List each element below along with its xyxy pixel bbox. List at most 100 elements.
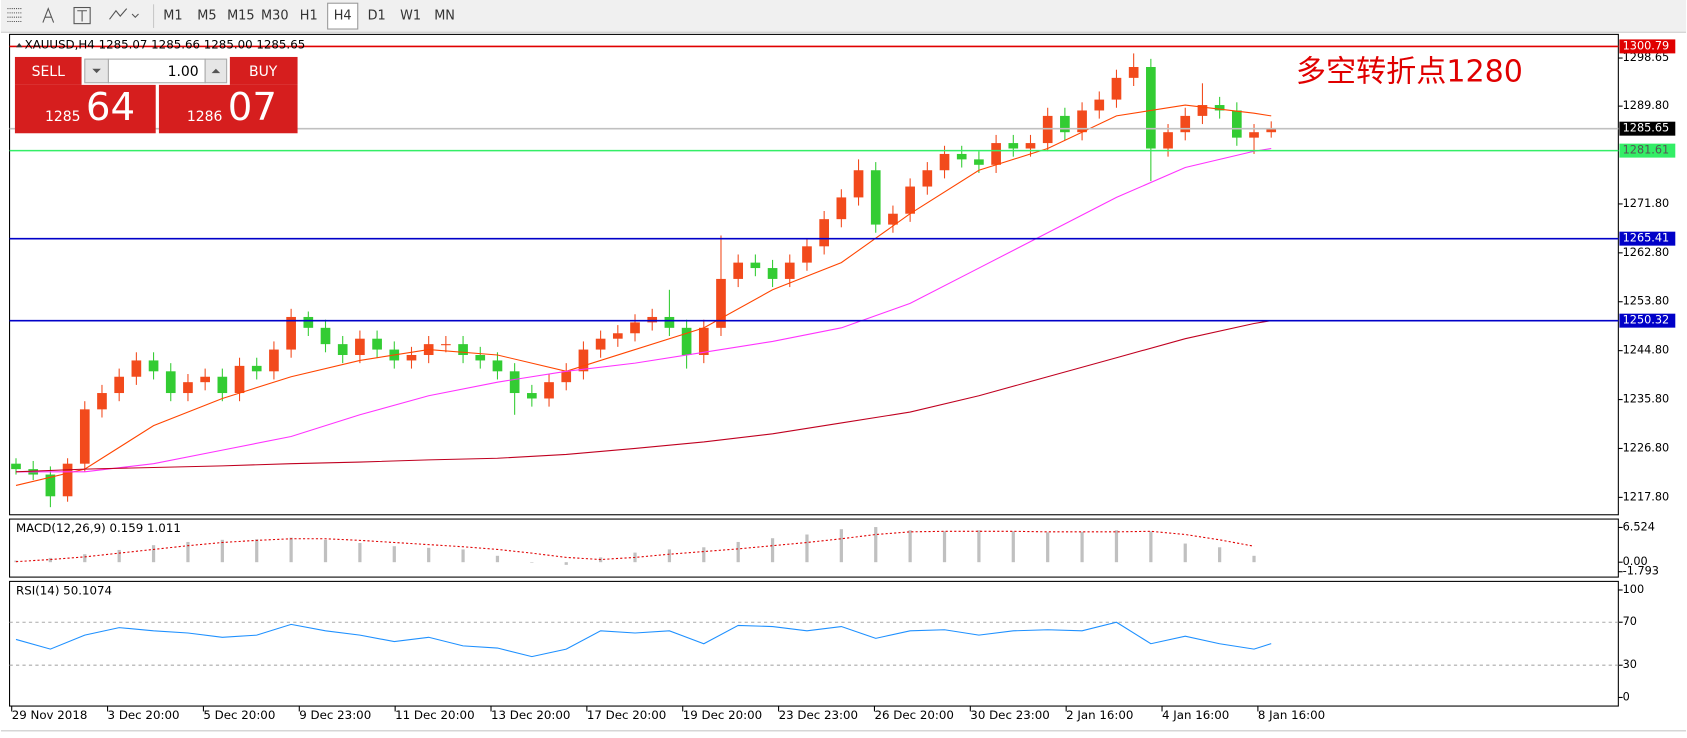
x-tick-label: 2 Jan 16:00 <box>1066 708 1133 722</box>
candle-body <box>802 246 812 263</box>
candle-body <box>1060 115 1070 133</box>
x-tick-label: 19 Dec 20:00 <box>683 708 762 722</box>
x-tick-label: 8 Jan 16:00 <box>1258 708 1325 722</box>
x-tick-label: 17 Dec 20:00 <box>587 708 666 722</box>
candle-body <box>767 268 778 279</box>
x-tick-label: 26 Dec 20:00 <box>874 708 953 722</box>
x-tick-label: 5 Dec 20:00 <box>203 708 275 722</box>
candle-body <box>165 371 176 394</box>
timeframe-button[interactable]: M1 <box>163 9 182 24</box>
candle-body <box>974 159 984 165</box>
candle-body <box>1146 66 1156 149</box>
y-tick-label: 1244.80 <box>1623 344 1670 357</box>
label-icon <box>73 6 91 25</box>
price-level-box <box>1619 39 1676 54</box>
candle-body <box>11 463 21 470</box>
macd-bar <box>1046 532 1050 563</box>
candle-body <box>836 197 847 220</box>
candle-body <box>612 333 623 339</box>
candle-body <box>406 355 417 361</box>
active-timeframe <box>327 2 359 30</box>
bid-small: 1285 <box>45 109 81 125</box>
candle-body <box>544 382 554 399</box>
macd-bar <box>461 549 465 563</box>
macd-signal <box>15 530 1255 563</box>
candle-body <box>114 376 125 394</box>
y-tick-label: -1.793 <box>1623 565 1659 578</box>
x-tick-label: 3 Dec 20:00 <box>108 708 180 722</box>
y-tick-label: 1253.80 <box>1623 295 1670 308</box>
timeframe-bar: M1 M5 M15 M30 H1 H4 D1 W1 MN <box>163 2 455 30</box>
candle-body <box>681 327 692 356</box>
label-icon-t <box>77 10 87 22</box>
down-arrow <box>92 68 101 74</box>
timeframe-button[interactable]: D1 <box>368 9 386 24</box>
y-tick-label: 1217.80 <box>1623 490 1670 503</box>
candle-body <box>595 338 606 350</box>
candle-body <box>183 382 193 394</box>
annotation: 多空转折点1280 <box>1296 55 1523 90</box>
timeframe-button[interactable]: M30 <box>261 9 289 24</box>
sell-button[interactable] <box>14 56 82 85</box>
price-level-label: 1250.32 <box>1623 314 1670 327</box>
buy-button[interactable] <box>229 56 298 85</box>
sell-label: SELL <box>32 64 65 80</box>
timeframe-button[interactable]: H4 <box>334 9 352 24</box>
candle-body <box>939 153 950 171</box>
macd-bar <box>323 539 328 563</box>
macd-bar <box>1080 531 1084 563</box>
panel-title: XAUUSD,H4 1285.07 1285.66 1285.00 1285.6… <box>25 38 306 52</box>
candle-body <box>79 409 90 464</box>
macd-bar <box>667 549 672 563</box>
price-level-box <box>1619 313 1676 328</box>
candle-body <box>905 186 915 214</box>
macd-bar <box>530 562 534 563</box>
macd-panel <box>9 518 1619 578</box>
timeframe-button[interactable]: H1 <box>300 9 318 24</box>
rsi-panel <box>9 580 1619 707</box>
y-tick-label: 100 <box>1623 583 1645 596</box>
y-tick-label: 6.524 <box>1623 520 1655 533</box>
rsi-line <box>15 621 1272 658</box>
candle-body <box>458 344 468 356</box>
candle-body <box>647 316 658 323</box>
y-tick-label: 1289.80 <box>1623 99 1670 112</box>
macd-bar <box>874 527 878 563</box>
y-tick-label: 1298.65 <box>1623 51 1670 64</box>
candle-body <box>819 219 829 247</box>
candle-body <box>733 262 744 279</box>
y-tick-label: 1262.80 <box>1623 246 1670 259</box>
x-tick-label: 9 Dec 23:00 <box>299 708 371 722</box>
candle-body <box>561 371 572 383</box>
candle-body <box>45 474 56 497</box>
candle-body <box>578 349 589 372</box>
candle-body <box>475 355 486 361</box>
y-tick-label: 1271.80 <box>1623 197 1670 210</box>
macd-bar <box>83 554 87 563</box>
timeframe-button[interactable]: W1 <box>400 9 421 24</box>
volume-value: 1.00 <box>168 64 199 80</box>
candle-body <box>441 344 451 346</box>
candle-body <box>991 143 1001 165</box>
candle-body <box>200 376 210 383</box>
x-tick-label: 23 Dec 23:00 <box>779 708 858 722</box>
ask-small: 1286 <box>187 109 223 125</box>
candle-body <box>1197 105 1208 116</box>
candle-body <box>1214 105 1225 111</box>
timeframe-button[interactable]: M15 <box>227 9 255 24</box>
bid-box[interactable] <box>14 84 156 134</box>
ask-box[interactable] <box>158 84 298 134</box>
macd-bar <box>908 530 912 563</box>
macd-bar <box>255 539 259 563</box>
candle-body <box>337 344 348 356</box>
candle-body <box>664 316 675 328</box>
candle-body <box>1077 110 1087 133</box>
ask-big: 07 <box>228 85 277 130</box>
arrows-icon <box>109 8 139 20</box>
moving-average <box>16 147 1272 473</box>
candle-body <box>1180 115 1191 133</box>
timeframe-button[interactable]: MN <box>434 9 455 24</box>
candle-body <box>320 327 331 345</box>
y-tick-label: 1226.80 <box>1623 441 1670 454</box>
timeframe-button[interactable]: M5 <box>197 9 216 24</box>
